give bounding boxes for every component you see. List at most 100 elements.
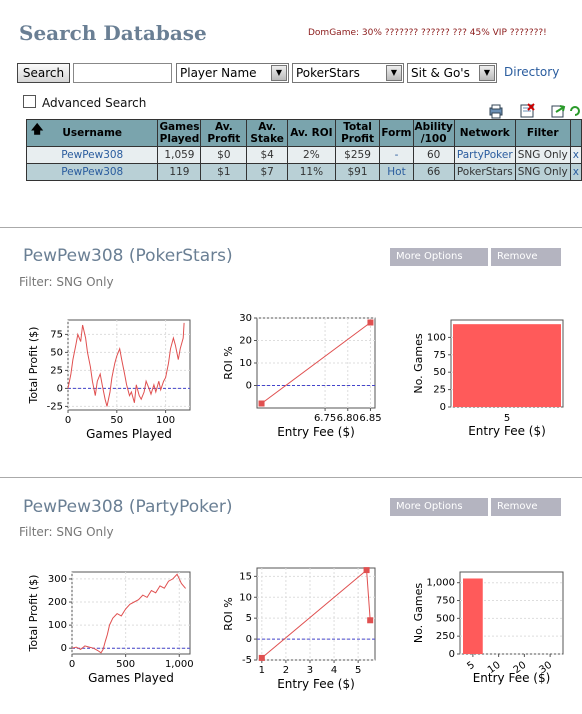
- username-link[interactable]: PewPew308: [25, 163, 159, 181]
- col-total-profit[interactable]: Total Profit: [334, 119, 381, 147]
- print-icon[interactable]: [488, 103, 504, 119]
- more-options-button[interactable]: More Options: [390, 498, 488, 516]
- y-axis-label: Total Profit ($): [27, 327, 40, 405]
- col-ability[interactable]: Ability /100: [412, 119, 455, 147]
- y-tick-label: 0: [246, 634, 252, 645]
- col-remove: [569, 119, 582, 147]
- y-tick-label: -5: [242, 655, 252, 666]
- col-av-profit[interactable]: Av. Profit: [200, 119, 248, 147]
- x-axis-label: Entry Fee ($): [468, 424, 546, 438]
- x-tick-label: 4: [331, 665, 337, 676]
- game-type-select[interactable]: Sit & Go's ▼: [407, 63, 497, 83]
- x-tick-label: 1,000: [165, 659, 194, 670]
- data-point: [363, 567, 370, 574]
- chevron-down-icon: ▼: [479, 65, 495, 81]
- network-select[interactable]: PokerStars ▼: [292, 63, 404, 83]
- plot-frame: [67, 319, 191, 411]
- promo-banner[interactable]: DomGame: 30% ??????? ?????? ??? 45% VIP …: [308, 28, 547, 38]
- cell-stake: $4: [246, 146, 289, 164]
- advanced-search[interactable]: Advanced Search: [23, 95, 146, 110]
- cell-filter: SNG Only: [514, 146, 571, 164]
- y-axis-label: No. Games: [412, 333, 425, 394]
- col-label: Username: [62, 127, 123, 139]
- export-icon[interactable]: [550, 103, 566, 119]
- remove-button[interactable]: Remove: [491, 498, 561, 516]
- col-network[interactable]: Network: [453, 119, 516, 147]
- x-axis-label: Games Played: [86, 427, 172, 441]
- cell-total: $259: [334, 146, 381, 164]
- form-link[interactable]: Hot: [379, 163, 414, 181]
- y-tick-label: 50: [433, 367, 446, 378]
- chevron-down-icon: ▼: [386, 65, 402, 81]
- profit-chart-partypoker: 0 500 1,000 0 100 200 300 Games Played Total Pro…: [27, 571, 194, 685]
- delete-icon[interactable]: [519, 103, 535, 119]
- x-tick-label: 6.85: [359, 413, 381, 424]
- field-select[interactable]: Player Name ▼: [176, 63, 289, 83]
- series-line: [67, 322, 185, 407]
- y-tick-label: 0: [61, 643, 67, 654]
- y-axis-label: Total Profit ($): [27, 575, 40, 653]
- advanced-search-label: Advanced Search: [42, 96, 147, 110]
- x-tick-label: 50: [110, 415, 123, 426]
- cell-ability: 60: [412, 146, 455, 164]
- y-tick-label: 0: [449, 649, 455, 660]
- directory-link[interactable]: Directory: [504, 65, 560, 79]
- y-tick-label: 500: [436, 613, 455, 624]
- more-options-button[interactable]: More Options: [390, 248, 488, 266]
- x-tick-label: 500: [116, 659, 135, 670]
- refresh-icon[interactable]: [568, 103, 580, 119]
- y-tick-label: 1,000: [426, 578, 455, 589]
- roi-chart-partypoker: 1 2 3 4 5 -5 0 5 10 15 Entry Fee ($) ROI %: [222, 567, 376, 691]
- remove-row-link[interactable]: x: [569, 163, 582, 181]
- cell-ability: 66: [412, 163, 455, 181]
- cell-games: 1,059: [157, 146, 202, 164]
- y-tick-label: 25: [433, 385, 446, 396]
- x-tick-label: 6.80: [337, 413, 359, 424]
- x-tick-label: 100: [156, 415, 175, 426]
- x-axis-label: Games Played: [88, 671, 174, 685]
- col-username[interactable]: 🡅 Username: [25, 119, 159, 147]
- cell-games: 119: [157, 163, 202, 181]
- y-tick-label: 750: [436, 596, 455, 607]
- series-line: [261, 322, 371, 404]
- page-title: Search Database: [19, 21, 207, 45]
- col-form[interactable]: Form: [379, 119, 414, 147]
- x-axis-label: Entry Fee ($): [277, 677, 355, 691]
- cell-profit: $0: [200, 146, 248, 164]
- x-tick-label: 5: [504, 413, 510, 424]
- data-point: [367, 617, 374, 624]
- col-av-roi[interactable]: Av. ROI: [287, 119, 336, 147]
- field-select-value: Player Name: [180, 66, 257, 80]
- y-tick-label: 20: [239, 336, 252, 347]
- username-link[interactable]: PewPew308: [25, 146, 159, 164]
- y-tick-label: 30: [239, 313, 252, 324]
- network-link[interactable]: PartyPoker: [453, 146, 516, 164]
- cell-stake: $7: [246, 163, 289, 181]
- form-link[interactable]: -: [379, 146, 414, 164]
- y-tick-label: 200: [48, 597, 67, 608]
- sort-up-icon: 🡅: [31, 122, 44, 136]
- y-tick-label: 50: [50, 347, 63, 358]
- advanced-search-checkbox[interactable]: [23, 95, 36, 108]
- x-axis-label: Entry Fee ($): [277, 425, 355, 439]
- x-tick-label: 0: [69, 659, 75, 670]
- cell-profit: $1: [200, 163, 248, 181]
- y-tick-label: 100: [427, 332, 446, 343]
- network-select-value: PokerStars: [296, 66, 360, 80]
- x-tick-label: 6.75: [314, 413, 336, 424]
- col-games[interactable]: Games Played: [157, 119, 202, 147]
- remove-row-link[interactable]: x: [569, 146, 582, 164]
- results-table: 🡅 Username Games Played Av. Profit Av. St…: [25, 119, 582, 181]
- y-axis-label: No. Games: [412, 583, 425, 644]
- y-tick-label: 0: [246, 381, 252, 392]
- col-av-stake[interactable]: Av. Stake: [246, 119, 289, 147]
- col-filter[interactable]: Filter: [514, 119, 571, 147]
- search-button[interactable]: Search: [17, 63, 70, 83]
- search-input[interactable]: [73, 63, 172, 83]
- table-row: PewPew308 1,059 $0 $4 2% $259 - 60 Party…: [25, 146, 582, 164]
- remove-button[interactable]: Remove: [491, 248, 561, 266]
- x-tick-label: 3: [307, 665, 313, 676]
- data-point: [367, 319, 374, 326]
